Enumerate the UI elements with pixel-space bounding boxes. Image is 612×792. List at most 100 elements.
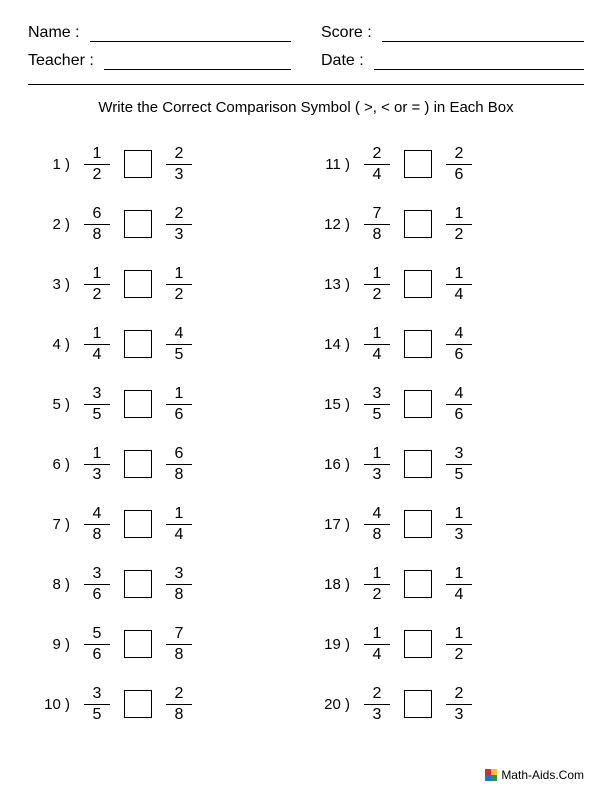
fraction-right: 12 [446,205,472,243]
problem-row: 13 )1214 [316,254,576,314]
fraction-right: 12 [166,265,192,303]
numerator: 2 [446,685,472,705]
numerator: 2 [364,145,390,165]
date-label: Date : [321,52,364,70]
denominator: 3 [364,465,390,484]
numerator: 1 [166,265,192,285]
denominator: 3 [84,465,110,484]
problem-number: 8 ) [36,576,70,593]
fraction-right: 35 [446,445,472,483]
fraction-right: 13 [446,505,472,543]
problem-row: 16 )1335 [316,434,576,494]
problem-number: 4 ) [36,336,70,353]
numerator: 3 [84,385,110,405]
header-divider [28,84,584,85]
problem-row: 18 )1214 [316,554,576,614]
answer-box[interactable] [404,570,432,598]
fraction-right: 14 [446,265,472,303]
answer-box[interactable] [124,210,152,238]
denominator: 5 [364,405,390,424]
fraction-right: 68 [166,445,192,483]
name-label: Name : [28,24,80,42]
numerator: 4 [166,325,192,345]
fraction-left: 35 [84,385,110,423]
answer-box[interactable] [404,690,432,718]
denominator: 8 [84,525,110,544]
answer-box[interactable] [124,630,152,658]
answer-box[interactable] [124,510,152,538]
answer-box[interactable] [404,390,432,418]
problem-row: 19 )1412 [316,614,576,674]
fraction-left: 23 [364,685,390,723]
denominator: 3 [446,705,472,724]
answer-box[interactable] [124,270,152,298]
fraction-right: 12 [446,625,472,663]
answer-box[interactable] [404,270,432,298]
numerator: 1 [446,505,472,525]
numerator: 4 [446,325,472,345]
fraction-right: 14 [446,565,472,603]
fraction-right: 46 [446,325,472,363]
date-input-line[interactable] [374,52,584,70]
numerator: 1 [364,445,390,465]
answer-box[interactable] [404,450,432,478]
answer-box[interactable] [404,210,432,238]
teacher-input-line[interactable] [104,52,291,70]
answer-box[interactable] [124,690,152,718]
answer-box[interactable] [124,330,152,358]
problem-row: 10 )3528 [36,674,296,734]
fraction-right: 46 [446,385,472,423]
problem-number: 3 ) [36,276,70,293]
answer-box[interactable] [124,570,152,598]
denominator: 8 [166,645,192,664]
denominator: 6 [84,585,110,604]
numerator: 3 [446,445,472,465]
problem-number: 19 ) [316,636,350,653]
fraction-right: 23 [166,145,192,183]
score-input-line[interactable] [382,24,584,42]
score-label: Score : [321,24,372,42]
problem-number: 11 ) [316,156,350,173]
name-input-line[interactable] [90,24,291,42]
answer-box[interactable] [124,390,152,418]
numerator: 6 [166,445,192,465]
problem-number: 6 ) [36,456,70,473]
numerator: 1 [84,325,110,345]
denominator: 4 [84,345,110,364]
problem-row: 11 )2426 [316,134,576,194]
answer-box[interactable] [404,510,432,538]
denominator: 4 [364,165,390,184]
numerator: 6 [84,205,110,225]
problem-row: 3 )1212 [36,254,296,314]
problem-number: 9 ) [36,636,70,653]
problem-row: 12 )7812 [316,194,576,254]
answer-box[interactable] [124,450,152,478]
numerator: 7 [166,625,192,645]
numerator: 1 [364,565,390,585]
answer-box[interactable] [404,330,432,358]
denominator: 4 [364,645,390,664]
numerator: 1 [84,445,110,465]
numerator: 3 [84,565,110,585]
problem-number: 5 ) [36,396,70,413]
worksheet-header: Name : Score : Teacher : Date : [28,24,584,70]
answer-box[interactable] [404,630,432,658]
numerator: 4 [446,385,472,405]
problem-number: 15 ) [316,396,350,413]
denominator: 2 [446,225,472,244]
denominator: 3 [364,705,390,724]
answer-box[interactable] [404,150,432,178]
fraction-left: 13 [364,445,390,483]
teacher-field: Teacher : [28,52,291,70]
fraction-left: 35 [84,685,110,723]
numerator: 2 [166,205,192,225]
numerator: 5 [84,625,110,645]
answer-box[interactable] [124,150,152,178]
date-field: Date : [321,52,584,70]
denominator: 2 [84,285,110,304]
denominator: 8 [84,225,110,244]
numerator: 1 [84,265,110,285]
fraction-left: 36 [84,565,110,603]
problems-grid: 1 )12232 )68233 )12124 )14455 )35166 )13… [28,134,584,734]
problem-number: 13 ) [316,276,350,293]
